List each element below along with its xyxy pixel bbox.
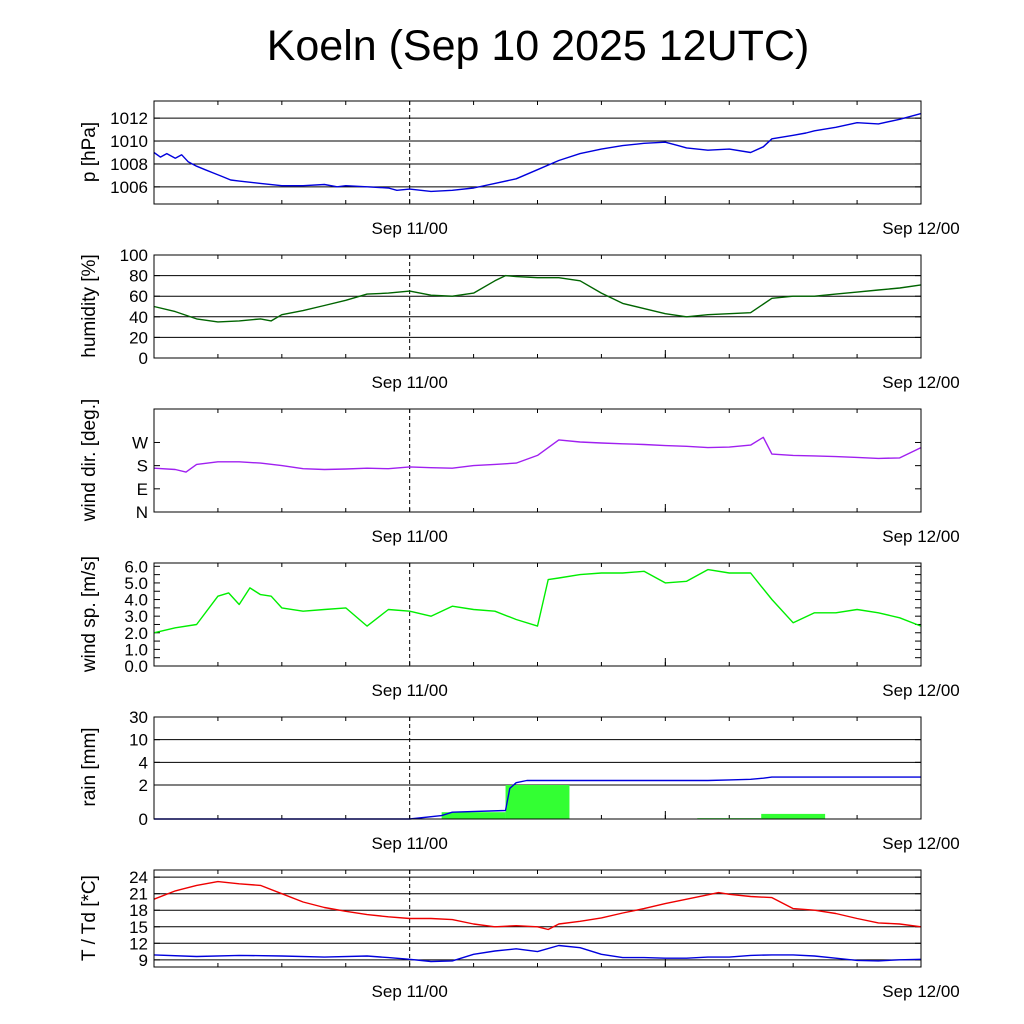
y-tick-label: 9 (139, 951, 148, 970)
x-tick-label: Sep 12/00 (882, 982, 960, 1001)
y-axis-label: humidity [%] (79, 254, 100, 357)
y-tick-label: N (136, 503, 148, 522)
series-temperature (153, 880, 922, 931)
y-tick-label: 10 (129, 731, 148, 750)
x-tick-label: Sep 12/00 (882, 373, 960, 392)
x-tick-label: Sep 12/00 (882, 219, 960, 238)
x-tick-label: Sep 12/00 (882, 681, 960, 700)
y-tick-label: 4.0 (124, 591, 148, 610)
y-axis-label: rain [mm] (79, 727, 100, 806)
series-pressure (153, 112, 922, 193)
y-tick-label: 1012 (110, 109, 148, 128)
y-tick-label: 100 (120, 246, 148, 265)
rain-bar (441, 812, 506, 819)
y-tick-label: 1010 (110, 132, 148, 151)
panel-pressure: 1006 1008 1010 1012 p [hPa] Sep 11/00 Sep 12/0… (79, 100, 960, 238)
y-tick-label: 4 (139, 753, 148, 772)
series-dewpoint (153, 944, 922, 963)
x-tick-label: Sep 11/00 (372, 834, 448, 853)
y-tick-label: 40 (129, 308, 148, 327)
plot-frame (153, 869, 922, 968)
y-tick-label: 12 (129, 934, 148, 953)
y-axis-label: p [hPa] (79, 122, 100, 182)
x-tick-label: Sep 12/00 (882, 834, 960, 853)
plot-frame (153, 254, 922, 359)
series-accumulated-rain (154, 776, 921, 820)
y-tick-label: 0.0 (124, 657, 148, 676)
x-tick-label: Sep 11/00 (372, 527, 448, 546)
y-tick-label: 0 (139, 349, 148, 368)
x-tick-label: Sep 11/00 (372, 681, 448, 700)
plot-frame (153, 408, 922, 513)
y-tick-label: S (137, 457, 148, 476)
panel-rain: 0 2 4 10 30 rain [mm] Sep 11/00 Sep 12/00 (79, 708, 960, 853)
plot-frame (153, 562, 922, 667)
y-axis-label: T / Td [*C] (79, 875, 100, 961)
x-tick-label: Sep 11/00 (372, 982, 448, 1001)
y-tick-label: 1006 (110, 178, 148, 197)
y-tick-label: W (132, 433, 148, 452)
y-tick-label: 80 (129, 267, 148, 286)
y-tick-label: 3.0 (124, 607, 148, 626)
panel-wind_speed: 0.01.02.03.04.05.06.0 wind sp. [m/s] Sep 1… (79, 556, 960, 700)
y-axis-label: wind sp. [m/s] (79, 556, 100, 673)
y-tick-label: 24 (129, 868, 148, 887)
y-tick-label: 5.0 (124, 574, 148, 593)
chart-title: Koeln (Sep 10 2025 12UTC) (266, 22, 810, 70)
y-tick-label: 60 (129, 287, 148, 306)
series-wind-direction (153, 436, 922, 473)
plot-frame (153, 716, 922, 820)
x-tick-label: Sep 12/00 (882, 527, 960, 546)
y-axis-label: wind dir. [deg.] (79, 399, 100, 523)
rain-bar (761, 813, 826, 819)
x-tick-label: Sep 11/00 (372, 219, 448, 238)
series-humidity (153, 274, 922, 323)
y-tick-label: 18 (129, 901, 148, 920)
series-wind-speed (153, 568, 922, 634)
y-tick-label: 2 (139, 776, 148, 795)
rain-bar (505, 785, 570, 819)
x-tick-label: Sep 11/00 (372, 373, 448, 392)
y-tick-label: 6.0 (124, 557, 148, 576)
y-tick-label: 21 (129, 885, 148, 904)
y-tick-label: E (137, 480, 148, 499)
y-tick-label: 0 (139, 810, 148, 829)
plot-frame (153, 100, 922, 205)
y-tick-label: 15 (129, 918, 148, 937)
y-tick-label: 1.0 (124, 640, 148, 659)
y-tick-label: 2.0 (124, 624, 148, 643)
y-tick-label: 20 (129, 328, 148, 347)
y-tick-label: 1008 (110, 155, 148, 174)
y-tick-label: 30 (129, 708, 148, 727)
